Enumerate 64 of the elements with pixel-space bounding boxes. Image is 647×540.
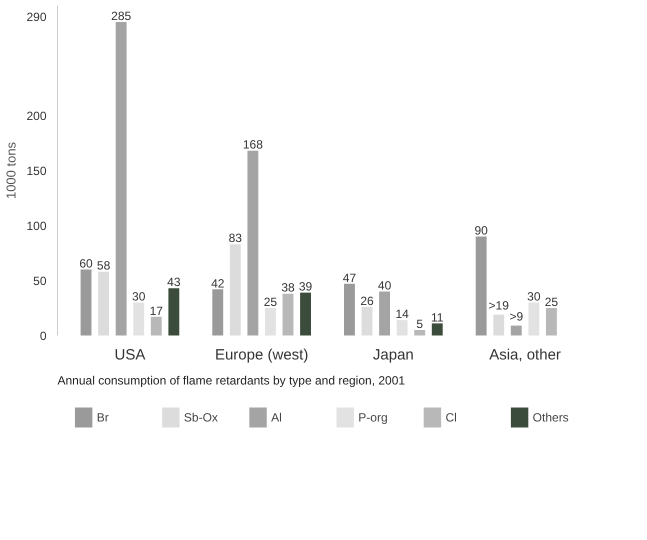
- y-tick-label: 150: [26, 164, 47, 178]
- data-label: 43: [167, 275, 181, 290]
- bar: [546, 308, 557, 336]
- bar: [379, 292, 390, 336]
- data-label: 83: [228, 231, 242, 246]
- text: Annual consumption of flame retardants by type and region, 2001: [58, 374, 406, 388]
- legend-label: P-org: [358, 410, 388, 424]
- data-label: 40: [378, 278, 392, 292]
- legend-label: Sb-Ox: [184, 410, 218, 424]
- x-tick-label: USA: [114, 346, 146, 364]
- bar: [150, 316, 162, 336]
- data-label: 30: [527, 290, 541, 304]
- data-label: 38: [281, 280, 295, 295]
- y-tick-label: 290: [26, 10, 47, 24]
- y-tick-label: 100: [26, 219, 47, 233]
- data-label: 11: [431, 310, 444, 324]
- bar: [133, 302, 144, 336]
- data-label: 25: [264, 295, 278, 309]
- bar: [414, 330, 426, 336]
- bar: [528, 302, 540, 336]
- bar: [212, 289, 224, 336]
- data-label: 47: [342, 270, 356, 285]
- data-label: 25: [544, 295, 558, 309]
- legend-label: Br: [96, 410, 109, 424]
- bar: [493, 314, 504, 336]
- bar: [168, 288, 180, 336]
- bar: [98, 272, 110, 336]
- data-label: 42: [211, 276, 225, 290]
- data-label: 168: [242, 138, 264, 152]
- legend-label: Cl: [445, 410, 457, 424]
- data-label: 30: [132, 290, 146, 304]
- bar: [80, 270, 92, 336]
- bar: [344, 284, 355, 336]
- bar: [282, 294, 294, 336]
- data-label: 14: [395, 307, 410, 322]
- bar: [247, 150, 258, 336]
- x-tick-label: Asia, other: [489, 346, 561, 364]
- data-label: 17: [150, 304, 164, 318]
- x-tick-label: Japan: [372, 346, 414, 364]
- bar: [230, 244, 241, 336]
- legend-label: Others: [532, 410, 569, 424]
- data-label: 60: [79, 256, 94, 270]
- bar: [362, 306, 372, 336]
- data-label: 5: [416, 317, 424, 331]
- x-tick-label: Europe (west): [214, 346, 308, 364]
- data-label: 58: [96, 258, 111, 273]
- data-label: 39: [298, 280, 313, 294]
- data-label: 26: [360, 294, 374, 308]
- bar: [432, 323, 443, 336]
- data-label: >19: [488, 298, 510, 313]
- bar: [476, 236, 487, 336]
- bar: [396, 320, 408, 336]
- legend-label: Al: [271, 410, 282, 424]
- data-label: 90: [474, 224, 488, 238]
- y-tick-label: 200: [26, 109, 47, 123]
- bar: [510, 326, 522, 336]
- data-label: 285: [111, 9, 132, 23]
- bar: [300, 292, 311, 336]
- y-tick-label: 50: [33, 274, 47, 288]
- data-label: >9: [509, 310, 524, 324]
- bar: [264, 308, 276, 336]
- bar: [116, 22, 127, 336]
- y-axis-title: 1000 tons: [3, 141, 18, 200]
- y-tick-label: 0: [40, 329, 47, 343]
